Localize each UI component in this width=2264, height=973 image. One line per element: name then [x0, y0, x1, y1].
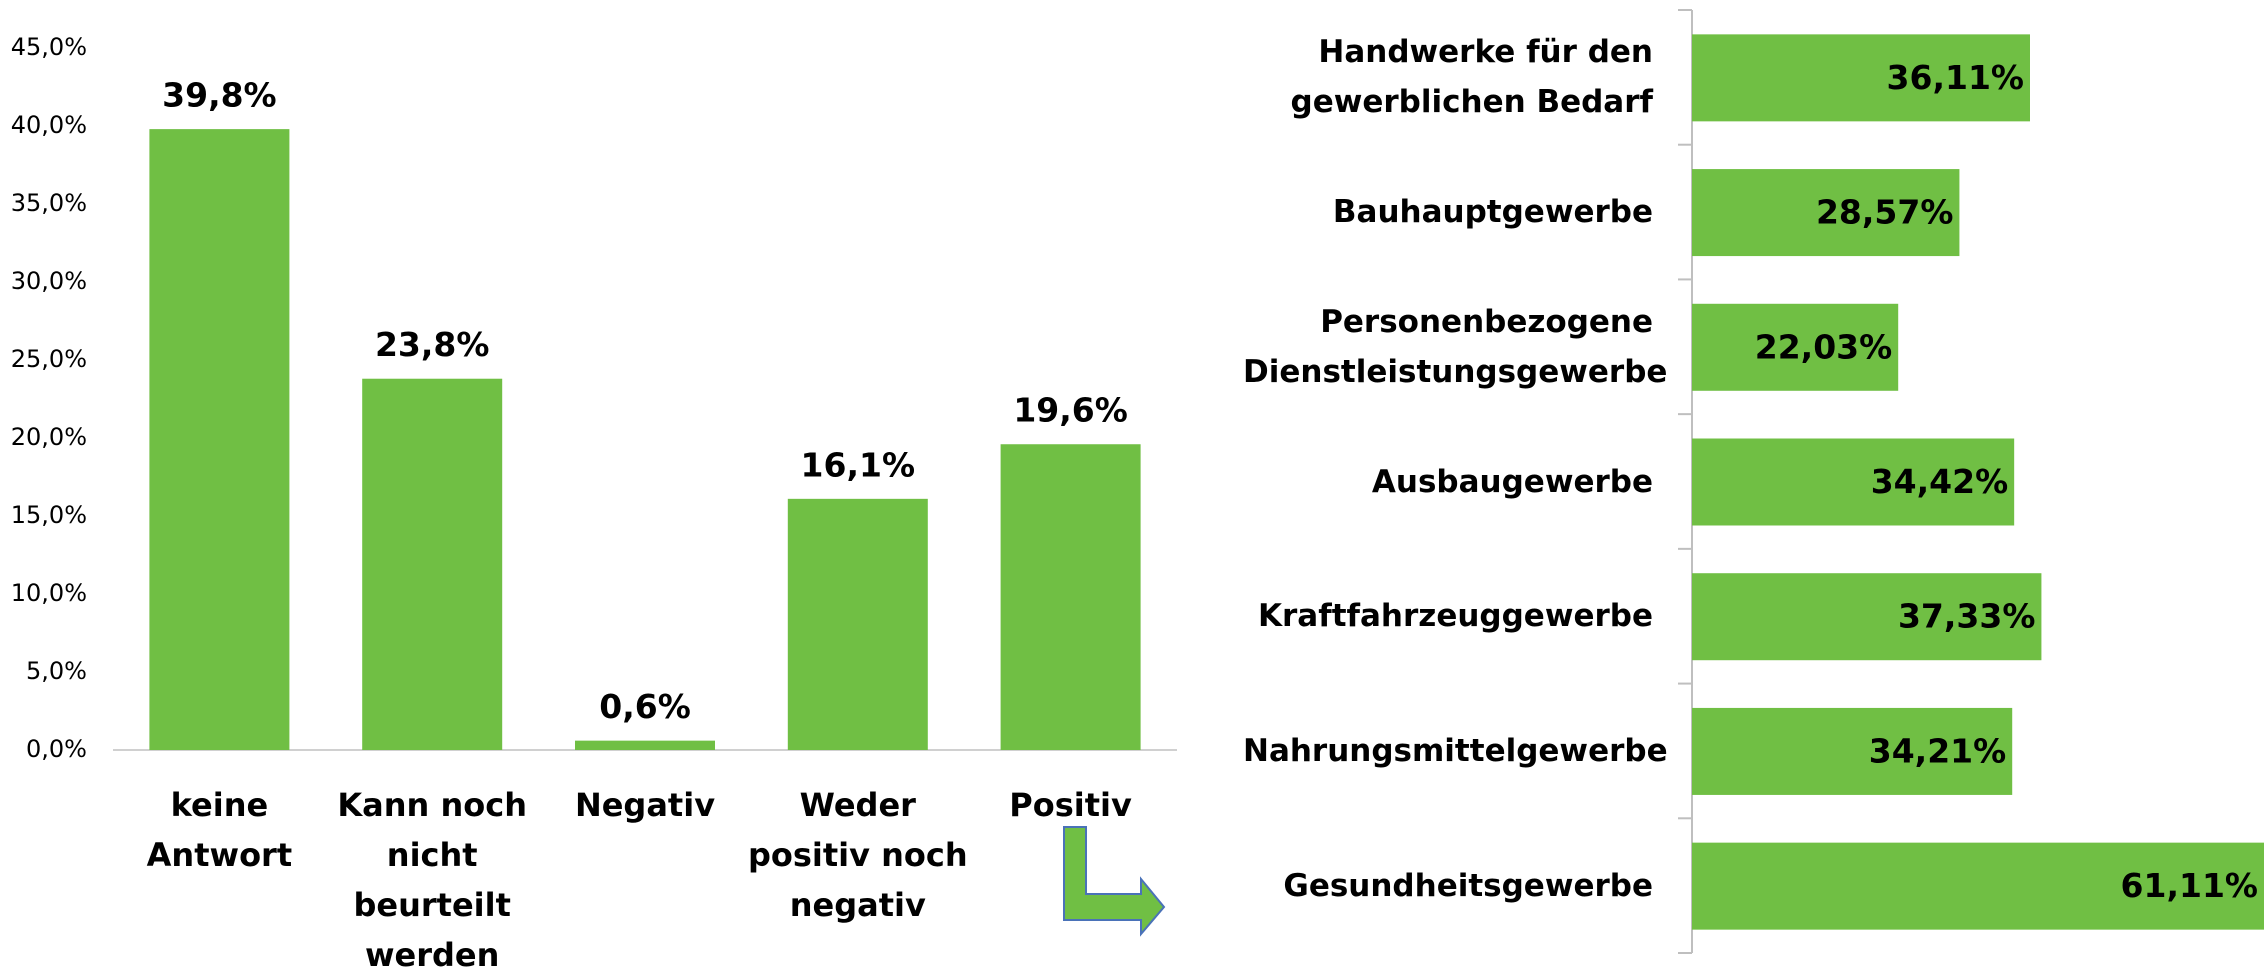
bar — [787, 498, 928, 750]
value-label: 19,6% — [1013, 391, 1128, 430]
y-tick-label: 30,0% — [11, 267, 87, 295]
y-tick-label: Ausbaugewerbe — [1371, 463, 1653, 500]
y-tick-label: Nahrungsmittelgewerbe — [1243, 732, 1668, 769]
y-tick-label: Kraftfahrzeuggewerbe — [1257, 598, 1653, 635]
value-label: 28,57% — [1816, 193, 1953, 232]
y-tick-label: Personenbezogene Dienstleistungsgewerbe — [1243, 303, 1668, 390]
y-tick-label: 40,0% — [11, 111, 87, 139]
value-label: 36,11% — [1887, 58, 2024, 97]
value-label: 16,1% — [801, 445, 916, 484]
y-tick-label: 20,0% — [11, 423, 87, 451]
y-tick-label: 45,0% — [11, 33, 87, 61]
bar — [362, 378, 503, 750]
y-tick-label: 35,0% — [11, 189, 87, 217]
x-tick-label: keine Antwort — [146, 786, 293, 874]
bar — [1000, 444, 1141, 750]
bar — [1692, 438, 2015, 526]
value-label: 0,6% — [599, 687, 691, 726]
bar — [1692, 169, 1960, 257]
value-label: 22,03% — [1755, 327, 1892, 366]
x-tick-label: Weder positiv noch negativ — [747, 786, 968, 924]
x-tick-label: Kann noch nicht beurteilt werden — [337, 786, 527, 973]
bar — [1692, 707, 2013, 795]
value-label: 34,42% — [1871, 462, 2008, 501]
bar — [1692, 34, 2030, 122]
y-tick-label: 10,0% — [11, 579, 87, 607]
y-tick-label: 5,0% — [26, 657, 87, 685]
bar — [149, 129, 290, 750]
bar — [1692, 573, 2042, 661]
y-tick-label: Gesundheitsgewerbe — [1283, 867, 1653, 904]
y-tick-label: 15,0% — [11, 501, 87, 529]
y-tick-label: Handwerke für den gewerblichen Bedarf — [1290, 34, 1653, 121]
value-label: 23,8% — [375, 325, 490, 364]
y-tick-label: 0,0% — [26, 735, 87, 763]
value-label: 34,21% — [1869, 731, 2006, 770]
value-label: 37,33% — [1898, 597, 2035, 636]
value-label: 61,11% — [2121, 866, 2258, 905]
y-tick-label: 25,0% — [11, 345, 87, 373]
y-tick-label: Bauhauptgewerbe — [1332, 194, 1653, 231]
bar — [1692, 842, 2264, 930]
bar — [575, 740, 715, 750]
x-tick-label: Negativ — [574, 786, 716, 824]
arrow — [1063, 826, 1166, 937]
value-label: 39,8% — [162, 76, 277, 115]
x-tick-label: Positiv — [1009, 786, 1132, 824]
bar — [1692, 303, 1899, 391]
